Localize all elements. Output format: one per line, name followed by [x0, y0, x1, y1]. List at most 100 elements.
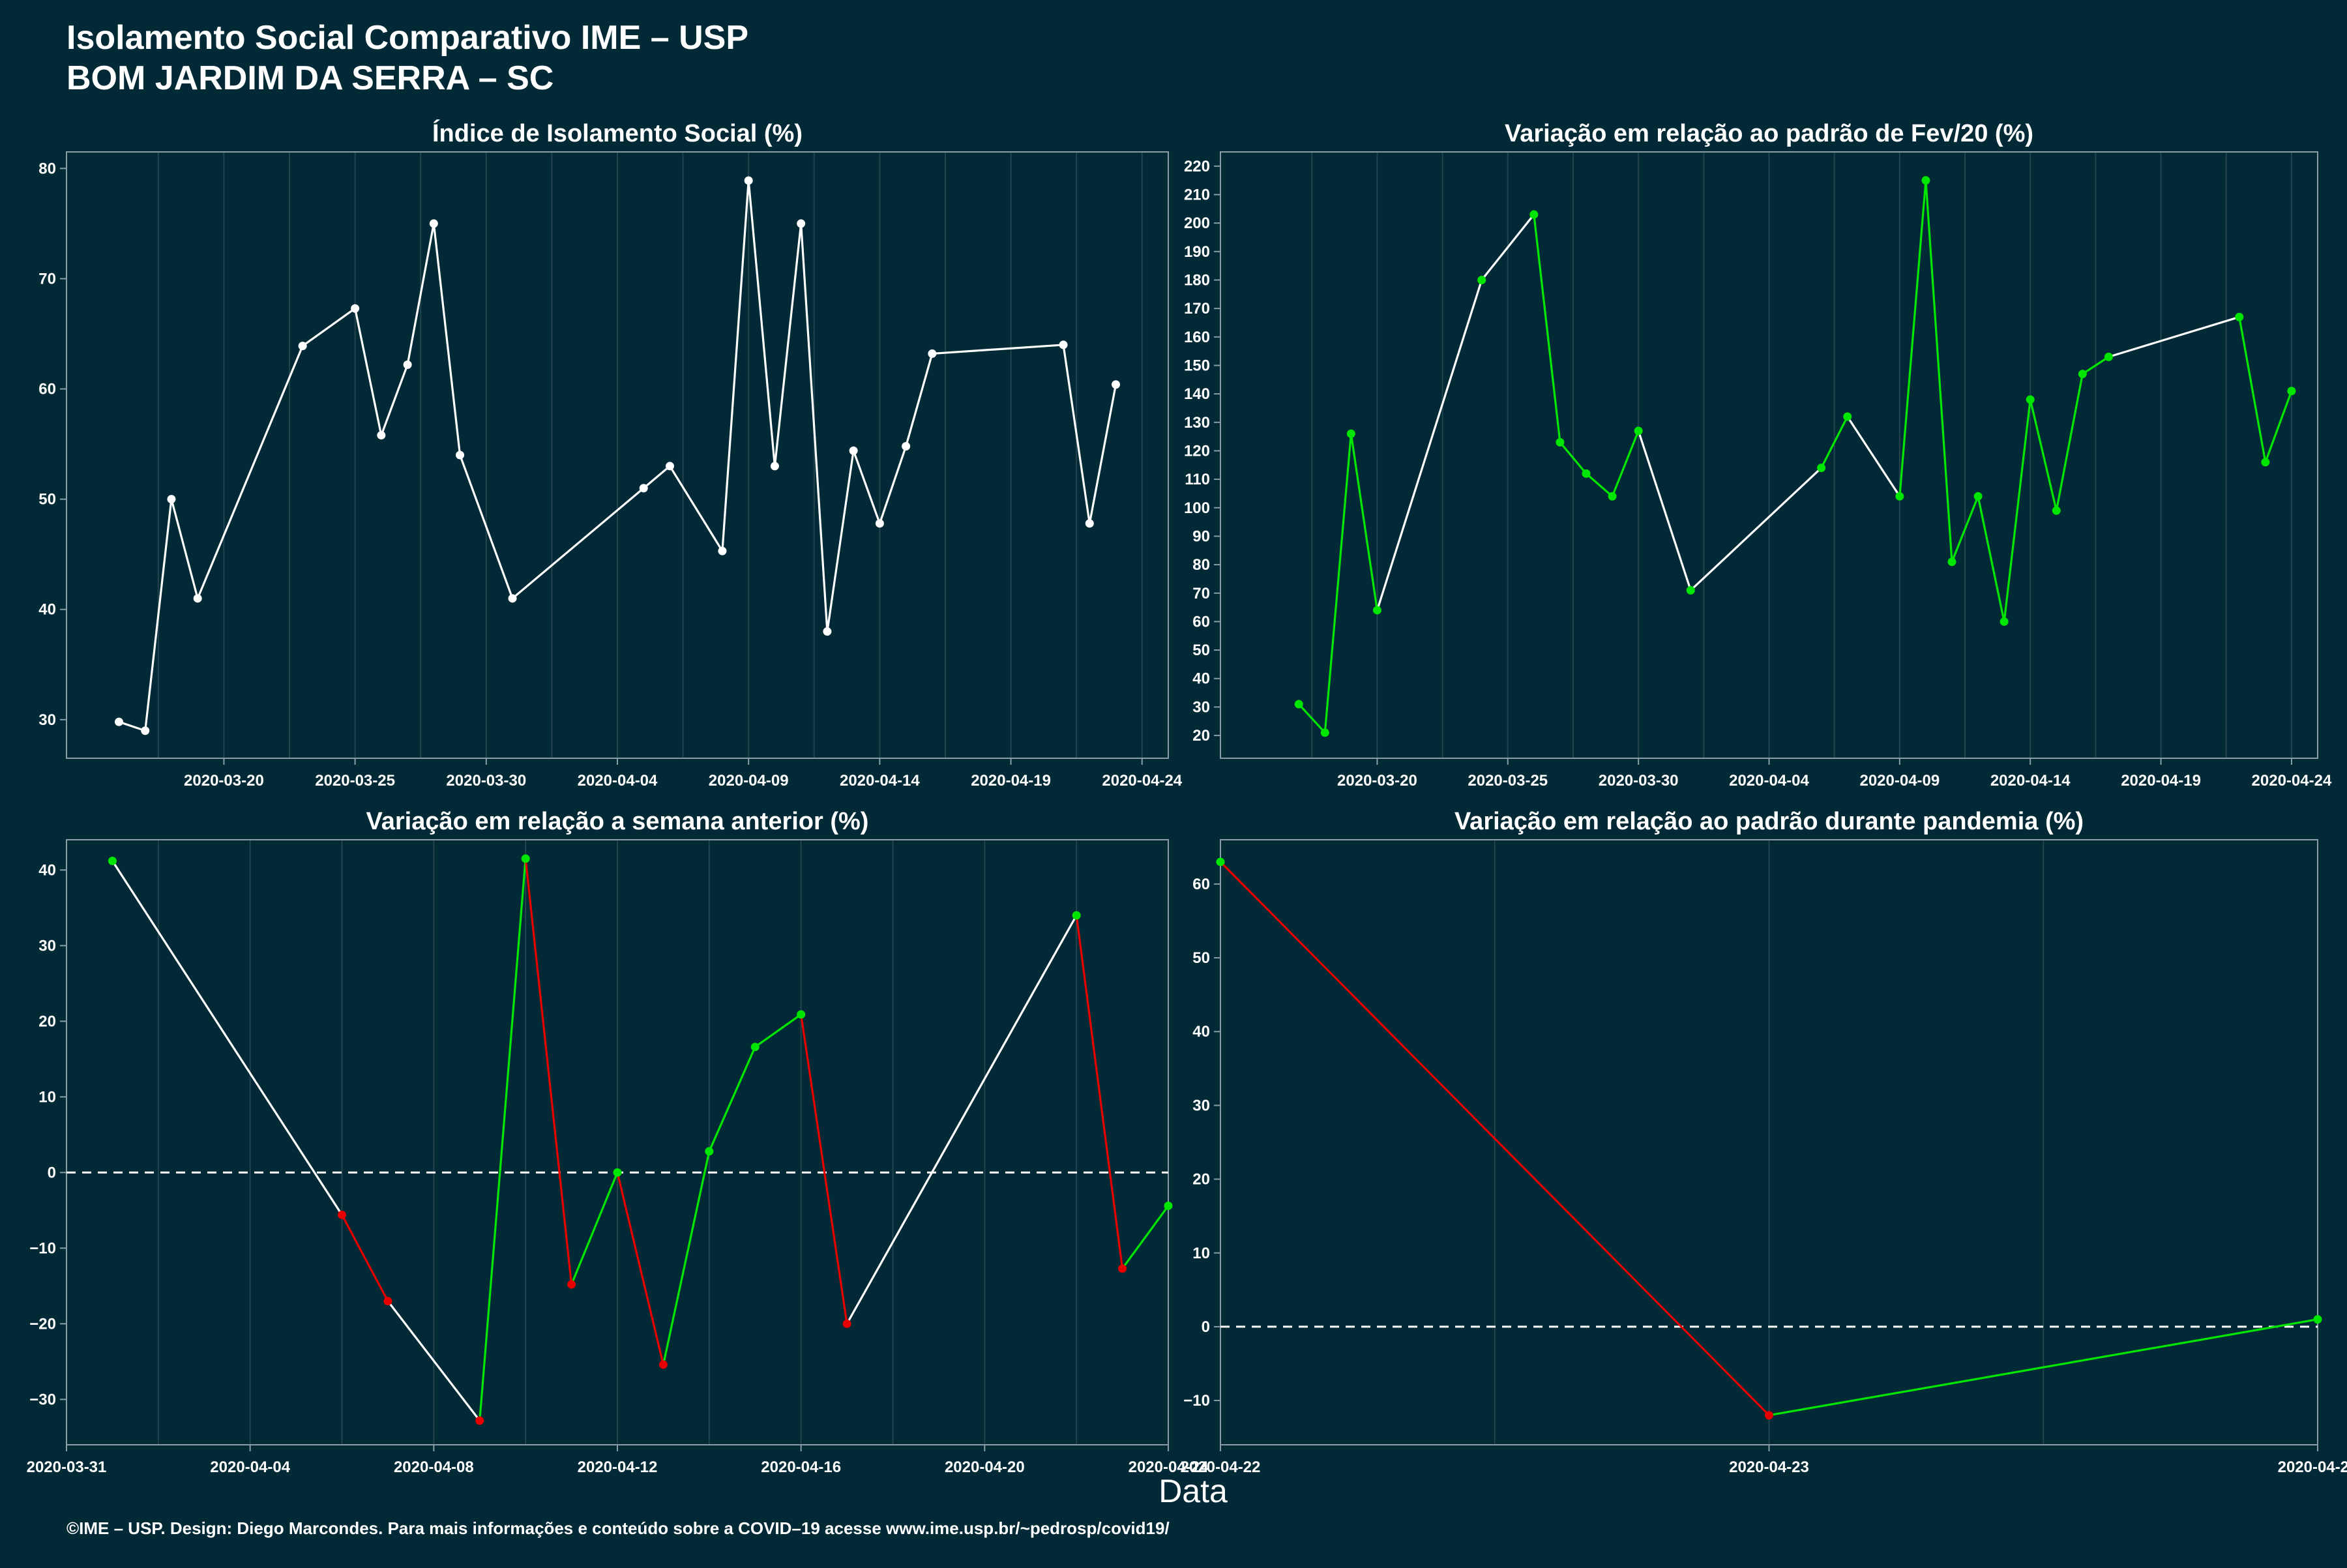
- data-point: [823, 627, 832, 636]
- x-tick-label: 2020-04-23: [1729, 1458, 1809, 1476]
- series-segment: [479, 857, 527, 1422]
- y-tick-label: 40: [38, 601, 56, 619]
- data-point: [797, 1010, 806, 1019]
- series-segment: [905, 352, 934, 448]
- data-point: [1765, 1411, 1773, 1420]
- x-tick-label: 2020-04-16: [761, 1458, 841, 1476]
- x-tick-label: 2020-03-25: [315, 772, 395, 790]
- x-tick-label: 2020-04-24: [1129, 1458, 1209, 1476]
- y-tick-label: 70: [1192, 585, 1210, 602]
- y-tick-label: −30: [29, 1391, 56, 1408]
- y-tick-label: 140: [1184, 385, 1210, 403]
- series-segment: [458, 454, 514, 600]
- x-tick-label: 2020-04-24: [1102, 772, 1182, 790]
- y-tick-label: 210: [1184, 186, 1210, 203]
- series-segment: [1951, 495, 1979, 563]
- data-point: [377, 431, 386, 440]
- x-tick-label: 2020-03-20: [1337, 772, 1417, 790]
- series-segment: [2081, 355, 2110, 376]
- location-title: BOM JARDIM DA SERRA – SC: [66, 59, 554, 97]
- data-point: [639, 484, 648, 493]
- x-tick-label: 2020-03-25: [1468, 772, 1548, 790]
- data-point: [2078, 370, 2087, 379]
- x-tick-label: 2020-04-09: [1859, 772, 1940, 790]
- data-point: [2287, 387, 2296, 396]
- main-title: Isolamento Social Comparativo IME – USP: [66, 19, 748, 57]
- data-point: [902, 441, 911, 451]
- data-point: [1529, 210, 1539, 219]
- y-tick-label: 30: [38, 711, 56, 729]
- x-tick-label: 2020-04-22: [1181, 1458, 1261, 1476]
- panel-title: Variação em relação ao padrão durante pa…: [1454, 808, 2084, 835]
- y-tick-label: 190: [1184, 243, 1210, 261]
- y-tick-label: 170: [1184, 300, 1210, 318]
- y-tick-label: 40: [1192, 1023, 1210, 1041]
- series-segment: [196, 344, 304, 600]
- y-tick-label: 200: [1184, 214, 1210, 232]
- series-segment: [2264, 390, 2293, 464]
- x-tick-label: 2020-03-30: [1599, 772, 1679, 790]
- data-point: [108, 856, 117, 865]
- data-point: [1059, 340, 1068, 349]
- data-point: [1608, 492, 1617, 501]
- series-segment: [1121, 1204, 1170, 1270]
- x-tick-label: 2020-04-04: [1729, 772, 1809, 790]
- x-axis-label: Data: [1159, 1473, 1228, 1509]
- y-tick-label: 150: [1184, 357, 1210, 374]
- y-tick-label: 10: [1192, 1245, 1210, 1262]
- y-tick-label: 20: [1192, 727, 1210, 745]
- data-point: [193, 594, 202, 603]
- x-tick-label: 2020-04-12: [578, 1458, 658, 1476]
- data-point: [456, 451, 465, 460]
- data-point: [1921, 176, 1930, 185]
- y-tick-label: 60: [1192, 613, 1210, 630]
- data-point: [1085, 519, 1094, 528]
- series-segment: [642, 465, 672, 490]
- data-point: [1112, 380, 1121, 389]
- panel-fev20: Variação em relação ao padrão de Fev/20 …: [1184, 120, 2332, 790]
- series-segment: [1088, 383, 1117, 525]
- data-point: [770, 462, 779, 471]
- series-segment: [1820, 415, 1849, 469]
- series-segment: [1219, 861, 1771, 1417]
- data-point: [2235, 312, 2244, 321]
- series-segment: [1898, 179, 1927, 497]
- y-tick-label: −20: [29, 1315, 56, 1333]
- series-segment: [380, 363, 409, 437]
- panel-title: Variação em relação a semana anterior (%…: [366, 808, 869, 835]
- series-segment: [354, 307, 383, 437]
- y-tick-label: 20: [1192, 1171, 1210, 1189]
- y-tick-label: 160: [1184, 329, 1210, 346]
- y-tick-label: 110: [1185, 471, 1210, 488]
- y-tick-label: 50: [38, 491, 56, 509]
- series-segment: [1323, 432, 1352, 734]
- x-tick-label: 2020-03-20: [184, 772, 264, 790]
- y-tick-label: 30: [1192, 1097, 1210, 1114]
- y-tick-label: 10: [38, 1088, 56, 1106]
- data-point: [383, 1297, 392, 1306]
- y-tick-label: 40: [1192, 670, 1210, 688]
- series-segment: [1637, 430, 1692, 591]
- series-segment: [1977, 495, 2005, 623]
- data-point: [613, 1168, 622, 1177]
- data-point: [744, 176, 753, 185]
- data-point: [567, 1280, 576, 1289]
- panel-isolamento: Índice de Isolamento Social (%) 30 40 50 60 7…: [38, 119, 1183, 790]
- series-segment: [852, 449, 881, 525]
- data-point: [1817, 464, 1826, 473]
- series-segment: [662, 1150, 711, 1366]
- data-point: [718, 546, 727, 555]
- series-segment: [1376, 278, 1483, 612]
- x-tick-label: 2020-04-24: [2278, 1458, 2347, 1476]
- data-point: [1372, 606, 1381, 615]
- data-point: [849, 446, 858, 455]
- y-tick-label: 0: [48, 1164, 56, 1181]
- data-point: [338, 1210, 346, 1219]
- series-segment: [1846, 415, 1901, 497]
- data-point: [521, 854, 530, 863]
- series-segment: [111, 859, 344, 1216]
- series-segment: [754, 1013, 803, 1048]
- x-tick-label: 2020-04-04: [210, 1458, 290, 1476]
- x-tick-label: 2020-04-19: [971, 772, 1051, 790]
